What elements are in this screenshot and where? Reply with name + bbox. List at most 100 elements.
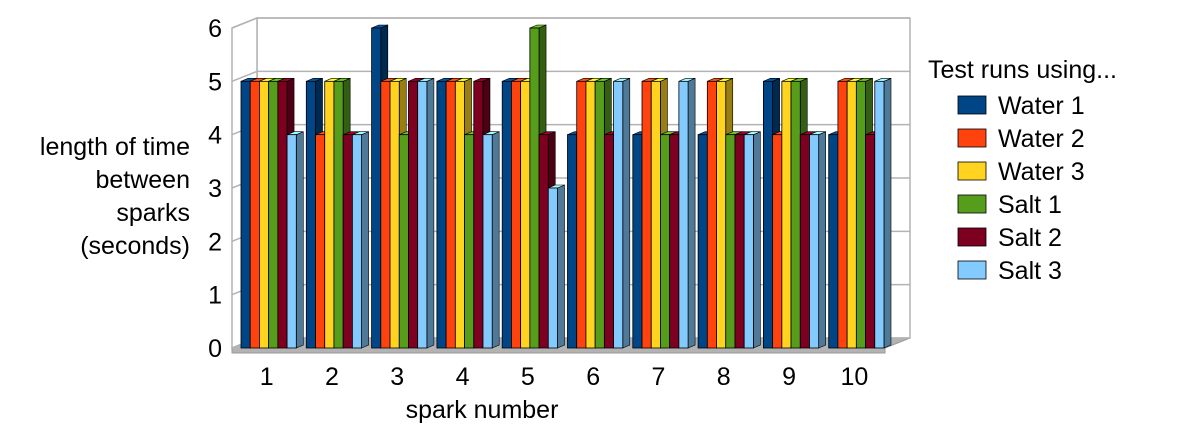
bar-front xyxy=(473,80,484,349)
bar xyxy=(547,184,565,349)
bar-side xyxy=(295,131,304,349)
bar-front xyxy=(585,80,596,349)
legend-label: Salt 1 xyxy=(998,191,1062,219)
legend-label: Water 1 xyxy=(998,92,1085,120)
bar-front xyxy=(828,134,839,349)
bar-front xyxy=(436,80,447,349)
y-axis-title-line: length of time xyxy=(40,133,190,161)
y-tick-label: 6 xyxy=(208,15,222,43)
y-tick-label: 5 xyxy=(208,68,222,96)
bar xyxy=(482,131,500,349)
bar-front xyxy=(567,134,578,349)
y-tick-label: 4 xyxy=(208,122,222,150)
bar-front xyxy=(706,80,717,349)
legend-swatch xyxy=(957,95,987,115)
x-tick-label: 6 xyxy=(586,363,600,391)
y-tick-label: 2 xyxy=(208,228,222,256)
x-tick-label: 10 xyxy=(840,363,868,391)
bar-front xyxy=(781,80,792,349)
bar-front xyxy=(837,80,848,349)
bar-front xyxy=(846,80,857,349)
bars xyxy=(240,24,892,349)
bar-front xyxy=(716,80,727,349)
bar-front xyxy=(342,134,353,349)
x-axis-title: spark number xyxy=(406,396,559,424)
bar-front xyxy=(520,80,531,349)
bar-side xyxy=(818,131,827,349)
legend-label: Salt 2 xyxy=(998,224,1062,252)
x-tick-label: 3 xyxy=(390,363,404,391)
bar-front xyxy=(324,80,335,349)
bar-front xyxy=(772,134,783,349)
bar-front xyxy=(790,80,801,349)
x-tick-label: 1 xyxy=(260,363,274,391)
legend-title: Test runs using... xyxy=(928,56,1117,84)
legend-swatch xyxy=(957,194,987,214)
bar-front xyxy=(464,134,475,349)
bar xyxy=(351,131,369,349)
x-tick-label: 4 xyxy=(456,363,470,391)
bar-front xyxy=(351,134,362,349)
bar-front xyxy=(632,134,643,349)
bar-front xyxy=(529,27,540,349)
legend-label: Water 2 xyxy=(998,125,1085,153)
bar-front xyxy=(855,80,866,349)
bar xyxy=(874,77,892,349)
x-tick-label: 7 xyxy=(651,363,665,391)
bar-side xyxy=(622,77,631,349)
y-axis-title-line: sparks xyxy=(116,199,190,227)
bar-front xyxy=(678,80,689,349)
bar-side xyxy=(491,131,500,349)
bar-side xyxy=(426,77,435,349)
x-axis-ticks: 1 2 3 4 5 6 7 8 9 10 xyxy=(260,363,869,391)
bar-front xyxy=(333,80,344,349)
bar-front xyxy=(408,80,419,349)
bar-front xyxy=(669,134,680,349)
x-tick-label: 9 xyxy=(782,363,796,391)
legend-item: Salt 2 xyxy=(957,224,1062,252)
bar xyxy=(286,131,304,349)
legend-item: Salt 3 xyxy=(957,257,1062,285)
bar-front xyxy=(734,134,745,349)
bar-front xyxy=(603,134,614,349)
y-tick-label: 1 xyxy=(208,282,222,310)
legend-item: Water 2 xyxy=(957,125,1085,153)
gridline xyxy=(231,70,910,83)
legend-item: Water 1 xyxy=(957,92,1085,120)
bar-front xyxy=(660,134,671,349)
bar-front xyxy=(380,80,391,349)
bar-front xyxy=(613,80,624,349)
bar-front xyxy=(286,134,297,349)
bar-front xyxy=(576,80,587,349)
bar-front xyxy=(445,80,456,349)
bar-front xyxy=(763,80,774,349)
bar-front xyxy=(277,80,288,349)
legend-swatch xyxy=(957,128,987,148)
bar xyxy=(417,77,435,349)
bar-front xyxy=(454,80,465,349)
bar-front xyxy=(697,134,708,349)
legend-swatch xyxy=(957,161,987,181)
bar-front xyxy=(809,134,820,349)
legend-swatch xyxy=(957,260,987,280)
bar-front xyxy=(594,80,605,349)
x-tick-label: 5 xyxy=(521,363,535,391)
bar-front xyxy=(371,27,382,349)
bar-front xyxy=(315,134,326,349)
bar-front xyxy=(547,187,558,349)
bar-front xyxy=(501,80,512,349)
bar-side xyxy=(753,131,761,349)
bar-front xyxy=(865,134,876,349)
bar-side xyxy=(557,184,565,349)
bar-front xyxy=(650,80,661,349)
bar-front xyxy=(874,80,885,349)
bar-front xyxy=(538,134,549,349)
legend-label: Salt 3 xyxy=(998,257,1062,285)
bar-front xyxy=(799,134,810,349)
bar-front xyxy=(641,80,652,349)
legend-label: Water 3 xyxy=(998,158,1085,186)
x-tick-label: 8 xyxy=(717,363,731,391)
y-axis-ticks: 0 1 2 3 4 5 6 xyxy=(208,15,222,363)
